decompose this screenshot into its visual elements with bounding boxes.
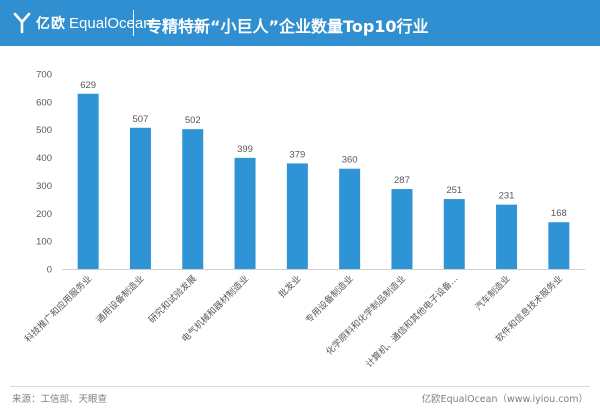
y-tick-label: 0: [47, 265, 52, 276]
bar: [182, 129, 204, 269]
x-tick-label: 通用设备制造业: [94, 273, 147, 326]
value-label: 379: [289, 149, 305, 160]
x-tick-label: 专用设备制造业: [303, 273, 356, 326]
y-axis: 0 100 200 300 400 500 600 700: [36, 70, 52, 276]
bar: [339, 168, 361, 269]
bars-group: [77, 93, 570, 270]
bar: [548, 222, 570, 269]
y-tick-label: 200: [36, 209, 52, 220]
y-tick-label: 100: [36, 237, 52, 248]
y-tick-label: 600: [36, 97, 52, 108]
equalocean-logo-icon: [13, 12, 31, 34]
header-divider: [133, 10, 134, 36]
credit-note: 亿欧EqualOcean（www.iyiou.com）: [421, 394, 588, 405]
value-label: 629: [80, 80, 96, 91]
value-label: 287: [394, 175, 410, 186]
y-tick-label: 500: [36, 125, 52, 136]
x-tick-label: 计算机、通信和其他电子设备...: [363, 273, 460, 370]
source-note: 来源：工信部、天眼查: [12, 394, 108, 405]
x-tick-label: 研究和试验发展: [146, 273, 199, 326]
bar: [77, 93, 99, 270]
bar: [496, 204, 518, 269]
x-tick-label: 批发业: [276, 273, 304, 301]
value-label: 231: [499, 191, 515, 202]
y-tick-label: 700: [36, 70, 52, 81]
bar-chart: 0 100 200 300 400 500 600 700 629 507 502 399 379 36…: [22, 70, 585, 370]
value-label: 399: [237, 144, 253, 155]
footer-divider: [10, 386, 590, 387]
x-tick-label: 汽车制造业: [472, 273, 512, 313]
value-label: 502: [185, 115, 201, 126]
chart-title: 专精特新“小巨人”企业数量Top10行业: [146, 17, 429, 36]
bar: [286, 163, 308, 269]
header-bar: 亿欧 EqualOcean 专精特新“小巨人”企业数量Top10行业: [0, 0, 600, 46]
y-tick-label: 300: [36, 181, 52, 192]
brand-name-cn: 亿欧: [36, 16, 66, 32]
value-label: 507: [133, 114, 149, 125]
x-tick-label: 科技推广和应用服务业: [22, 273, 94, 345]
y-tick-label: 400: [36, 153, 52, 164]
bar: [443, 199, 465, 269]
brand-name-en: EqualOcean: [69, 14, 152, 32]
bar: [129, 127, 151, 269]
logo: 亿欧 EqualOcean: [12, 10, 152, 36]
value-labels-group: 629 507 502 399 379 360 287 251 231 168: [80, 80, 567, 219]
bar: [391, 189, 413, 269]
value-label: 168: [551, 208, 567, 219]
bar: [234, 157, 256, 269]
value-label: 251: [446, 185, 462, 196]
value-label: 360: [342, 155, 358, 166]
